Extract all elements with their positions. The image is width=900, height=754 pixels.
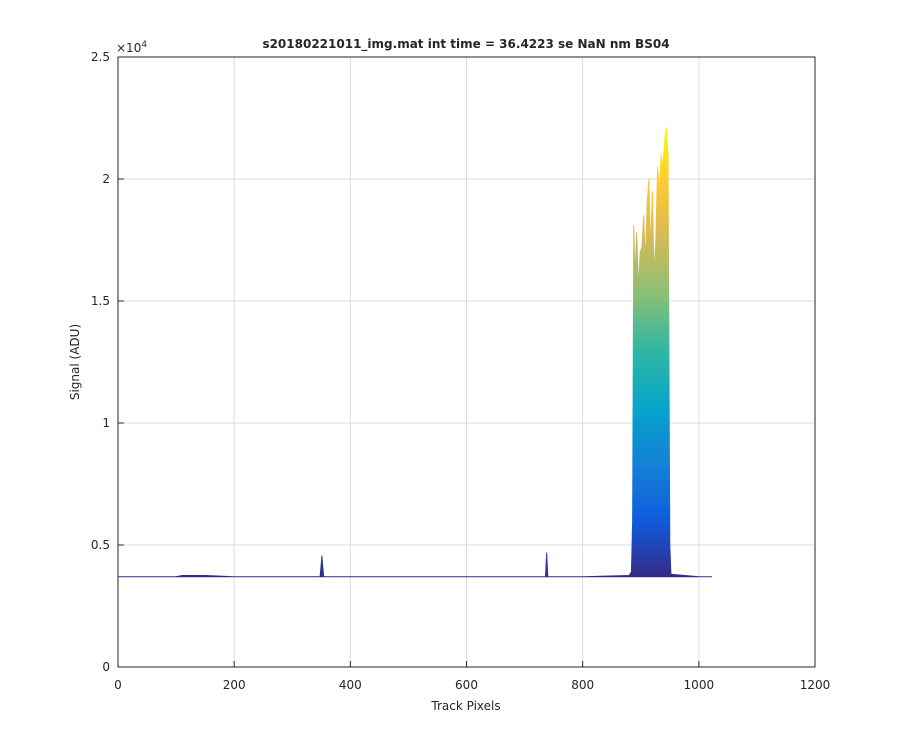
x-tick-label: 200 bbox=[223, 678, 246, 692]
x-axis-label: Track Pixels bbox=[430, 699, 500, 713]
y-multiplier-exponent: 4 bbox=[141, 40, 147, 50]
x-tick-label: 1200 bbox=[800, 678, 831, 692]
x-tick-label: 0 bbox=[114, 678, 122, 692]
x-tick-label: 600 bbox=[455, 678, 478, 692]
y-tick-label: 2 bbox=[102, 172, 110, 186]
x-tick-label: 800 bbox=[571, 678, 594, 692]
y-tick-label: 1 bbox=[102, 416, 110, 430]
chart-title: s20180221011_img.mat int time = 36.4223 … bbox=[262, 37, 669, 52]
y-tick-label: 2.5 bbox=[91, 50, 110, 64]
y-axis-label: Signal (ADU) bbox=[68, 324, 82, 400]
signal-area bbox=[117, 127, 713, 578]
y-tick-label: 0.5 bbox=[91, 538, 110, 552]
plot-area bbox=[117, 127, 713, 578]
x-tick-label: 1000 bbox=[684, 678, 715, 692]
y-multiplier-base: ×10 bbox=[116, 41, 141, 55]
y-tick-label: 0 bbox=[102, 660, 110, 674]
ticks: 0 200 400 600 800 1000 1200 0 0.5 1 1.5 2 2.5 bbox=[91, 50, 830, 692]
y-multiplier: ×104 bbox=[116, 40, 147, 55]
y-tick-label: 1.5 bbox=[91, 294, 110, 308]
x-tick-label: 400 bbox=[339, 678, 362, 692]
